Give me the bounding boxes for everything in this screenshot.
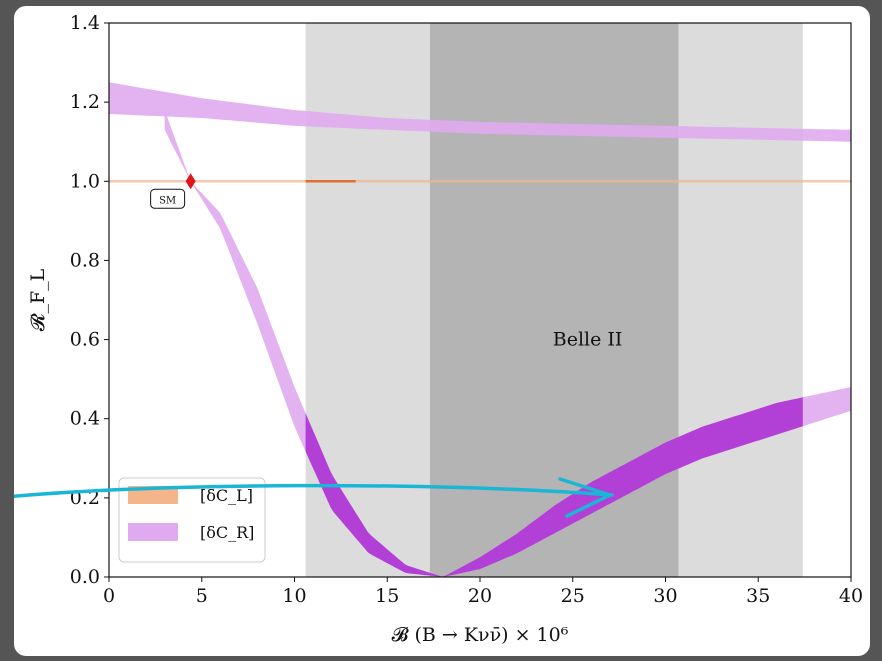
y-tick-label: 1.0: [70, 170, 100, 192]
y-tick-label: 1.4: [70, 12, 100, 34]
x-tick-label: 40: [839, 585, 863, 607]
x-tick-label: 20: [468, 585, 492, 607]
belle-band-2: [429, 23, 679, 577]
x-tick-label: 5: [196, 585, 208, 607]
series-delta-cr-highlight: [305, 397, 803, 577]
x-tick-label: 10: [282, 585, 306, 607]
belle-ii-annotation: Belle II: [553, 329, 623, 351]
series-delta-cr-upper-branch: [109, 82, 851, 142]
pen-arrow-stroke: [14, 483, 614, 498]
x-axis-label: 𝓑 (B → Kνν̄) × 10⁶: [392, 624, 569, 646]
legend-swatch-1: [128, 486, 178, 504]
y-tick-label: 0.0: [70, 566, 100, 588]
x-tick-label: 15: [375, 585, 399, 607]
legend-swatch-2: [128, 523, 178, 541]
chart-svg: 0 5 10 15 20 25 30 35 400.00.20.40.60.81.01.21.4…: [14, 12, 863, 646]
y-tick-label: 0.6: [70, 329, 100, 351]
y-axis-label: 𝓡_F_L: [27, 268, 49, 331]
x-tick-label: 30: [653, 585, 677, 607]
legend-label-1: [δC_L]: [200, 486, 253, 505]
x-tick-label: 35: [746, 585, 770, 607]
y-tick-label: 0.4: [70, 408, 100, 430]
y-tick-label: 1.2: [70, 91, 100, 113]
chart-card: 0 5 10 15 20 25 30 35 40 0.0 0.2 0.4 0.6 0.8 1.0 1.2 1.4…: [14, 6, 870, 656]
legend-label-2: [δC_R]: [200, 523, 254, 542]
sm-label: SM: [159, 195, 176, 206]
x-tick-label: 0: [103, 585, 115, 607]
x-tick-label: 25: [561, 585, 585, 607]
legend: [δC_L] [δC_R]: [118, 477, 266, 563]
y-tick-label: 0.8: [70, 249, 100, 271]
pen-arrow-head: [558, 477, 612, 518]
sm-label-box: [150, 188, 186, 209]
sm-point-marker: [185, 173, 196, 190]
